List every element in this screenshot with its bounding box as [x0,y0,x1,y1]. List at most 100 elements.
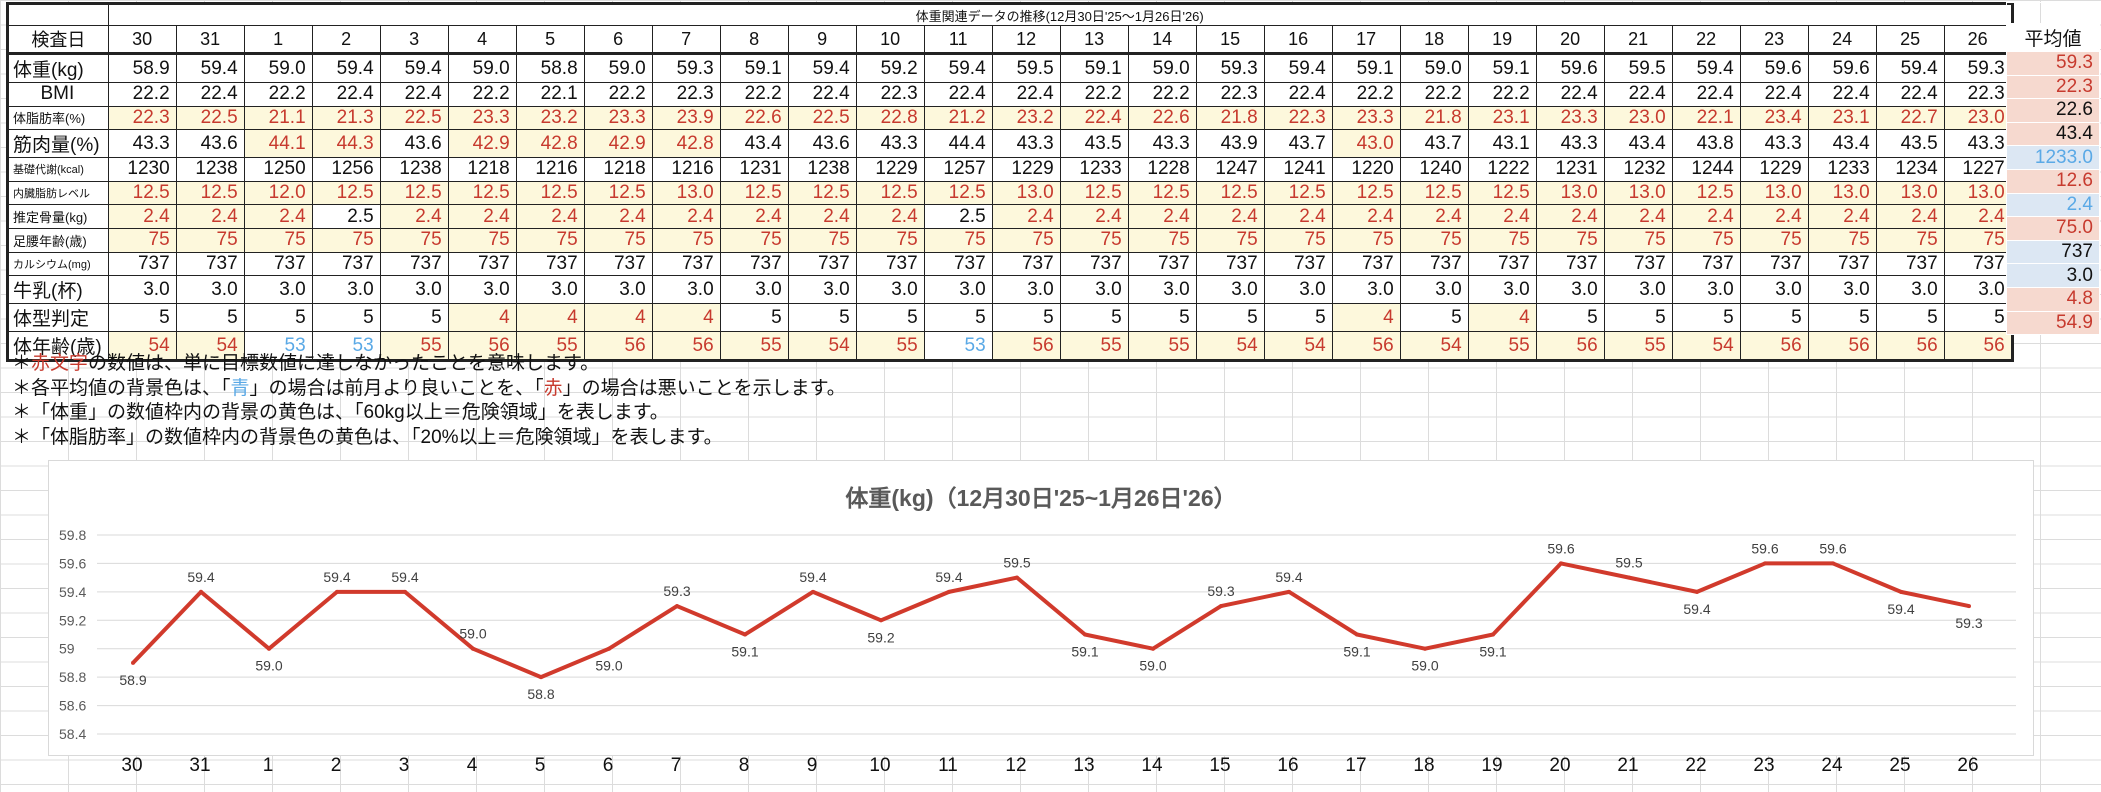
table-cell: 1238 [175,157,245,182]
table-cell: 75 [1739,227,1809,253]
data-point [947,589,951,594]
table-cell: 737 [1263,251,1333,277]
x-tick-label: 16 [1277,755,1299,776]
table-cell: 75 [1059,227,1129,253]
x-tick-label: 13 [1073,755,1095,776]
table-cell: 5 [923,303,993,333]
avg-cell: 737 [2006,239,2100,265]
table-cell: 43.3 [1739,129,1809,159]
table-cell: 737 [1739,251,1809,277]
table-cell: 12.5 [1399,180,1469,206]
chart-svg: 58.4 58.6 58.8 59 59.2 59.4 59.6 59.8 58.9 59.4 59… [59,527,2016,742]
table-cell: 22.7 [1875,105,1945,131]
table-cell: 1229 [991,157,1061,182]
table-row: 内臓脂肪レベル 12.5 12.5 12.0 12.5 12.5 12.5 12.5 12.5 1… [6,180,2014,206]
table-cell: 56 [651,331,721,363]
data-point [1831,561,1835,566]
table-cell: 55 [1059,331,1129,363]
x-tick-label: 31 [189,755,211,776]
date-header: 2 [311,25,381,54]
weight-chart: 体重(kg)（12月30日'25~1月26日'26） 58.4 58.6 58.8 5… [48,460,2034,756]
table-cell: 23.4 [1739,105,1809,131]
table-cell: 1240 [1399,157,1469,182]
table-cell: 56 [1331,331,1401,363]
table-cell: 13.0 [1535,180,1605,206]
table-cell: 43.6 [787,129,857,159]
table-cell: 22.4 [175,82,245,107]
table-cell: 22.4 [923,82,993,107]
date-header: 7 [651,25,721,54]
data-point [1287,589,1291,594]
table-cell: 2.4 [1943,204,2014,229]
table-cell: 1228 [1127,157,1197,182]
y-tick-label: 59.4 [59,584,86,600]
table-cell: 59.0 [447,52,517,83]
table-cell: 22.3 [855,82,925,107]
table-cell: 55 [1467,331,1537,363]
table-cell: 3.0 [515,275,585,305]
table-cell: 43.4 [719,129,789,159]
table-cell: 12.5 [379,180,449,206]
table-cell: 43.5 [1059,129,1129,159]
x-tick-label: 7 [670,755,682,776]
data-point [1355,632,1359,637]
data-label: 59.0 [595,658,622,674]
table-cell: 2.4 [107,204,177,229]
table-cell: 59.4 [379,52,449,83]
note-line: ＊「体重」の数値枠内の背景の黄色は、「60kg以上＝危険領域」を表します。 [12,401,846,426]
table-cell: 13.0 [1875,180,1945,206]
date-header: 5 [515,25,585,54]
table-cell: 23.2 [515,105,585,131]
data-label: 59.4 [391,569,418,585]
data-point [131,660,135,665]
table-cell: 21.8 [1399,105,1469,131]
table-cell: 5 [1739,303,1809,333]
table-cell: 21.3 [311,105,381,131]
table-cell: 75 [651,227,721,253]
table-cell: 2.4 [447,204,517,229]
row-label: 体年齢(歳) [6,331,109,363]
table-cell: 58.9 [107,52,177,83]
table-cell: 737 [379,251,449,277]
table-cell: 75 [1263,227,1333,253]
x-tick-label: 22 [1685,755,1707,776]
table-cell: 75 [787,227,857,253]
data-point [811,589,815,594]
table-cell: 54 [107,331,177,363]
table-cell: 22.5 [175,105,245,131]
table-cell: 22.4 [1603,82,1673,107]
data-point [1491,632,1495,637]
table-cell: 22.4 [1059,105,1129,131]
note-text: 」の場合は悪いことを示します。 [562,377,846,399]
table-cell: 1244 [1671,157,1741,182]
table-cell: 3.0 [651,275,721,305]
x-tick-label: 5 [534,755,546,776]
table-cell: 737 [1399,251,1469,277]
table-cell: 21.1 [243,105,313,131]
data-point [1559,561,1563,566]
table-cell: 59.1 [1331,52,1401,83]
data-point [743,632,747,637]
table-cell: 2.4 [719,204,789,229]
y-tick-label: 59 [59,641,75,657]
note-text: の数値は、単に目標数値に達しなかったことを意味します。 [88,353,600,374]
data-point [1015,575,1019,580]
date-header: 21 [1603,25,1673,54]
table-cell: 1247 [1195,157,1265,182]
note-text: ＊「体重」の数値枠内の背景の黄色は、「60kg以上＝危険領域」を表します。 [12,402,669,423]
table-row: 体年齢(歳) 54 54 53 53 55 56 55 56 56 55 54 55 53 56 55 55 54… [6,331,2014,363]
table-cell: 737 [787,251,857,277]
table-cell: 43.3 [855,129,925,159]
avg-cell: 12.6 [2006,168,2100,194]
date-header: 6 [583,25,653,54]
avg-cell: 59.3 [2006,51,2100,76]
table-cell: 59.1 [719,52,789,83]
table-cell: 23.3 [583,105,653,131]
table-cell: 1220 [1331,157,1401,182]
table-cell: 23.3 [1331,105,1401,131]
data-label: 58.9 [119,672,146,688]
table-cell: 75 [1875,227,1945,253]
table-cell: 22.4 [1807,82,1877,107]
table-cell: 56 [1875,331,1945,363]
row-label: 体型判定 [6,303,109,333]
